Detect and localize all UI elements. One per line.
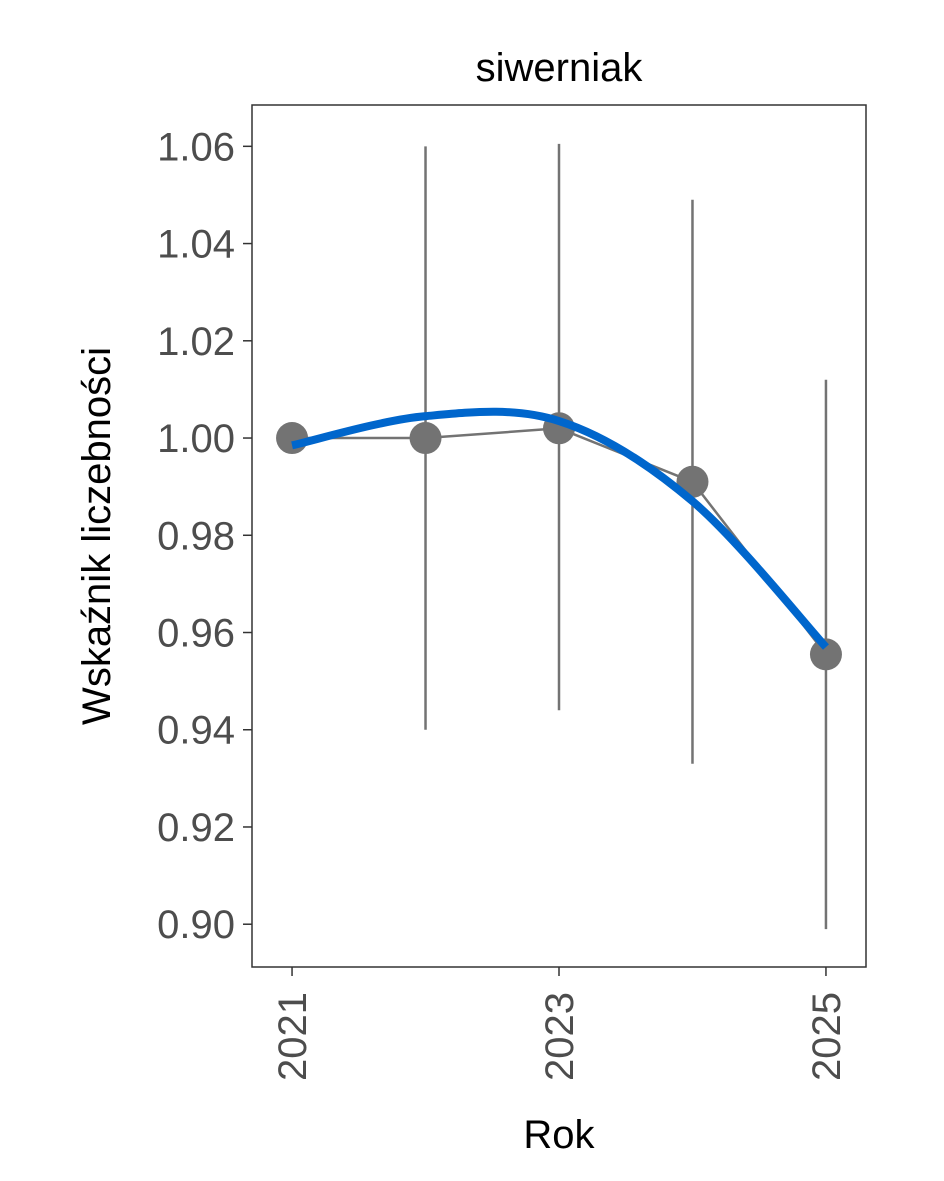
x-tick-label: 2021 [271,992,315,1081]
data-point [409,422,442,455]
x-tick-label: 2025 [805,992,849,1081]
y-tick-label: 0.94 [157,709,235,753]
y-tick-label: 0.96 [157,612,235,656]
y-tick-label: 0.98 [157,514,235,558]
y-tick-label: 0.90 [157,903,235,947]
y-tick-label: 0.92 [157,806,235,850]
trend-curve [291,407,829,650]
trend-line [291,407,829,650]
x-axis-title: Rok [523,1113,595,1157]
y-axis-title: Wskaźnik liczebności [75,347,119,725]
x-axis: 2021 2023 2025 [271,967,849,1081]
data-point [276,422,309,455]
y-tick-label: 1.02 [157,320,235,364]
x-tick-label: 2023 [538,992,582,1081]
y-tick-label: 1.04 [157,223,235,267]
y-tick-label: 1.00 [157,417,235,461]
chart-title: siwerniak [476,46,644,90]
data-point [809,638,842,671]
y-tick-label: 1.06 [157,125,235,169]
y-axis: 0.90 0.92 0.94 0.96 0.98 1.00 1.02 1.04 1.06 [157,125,252,947]
